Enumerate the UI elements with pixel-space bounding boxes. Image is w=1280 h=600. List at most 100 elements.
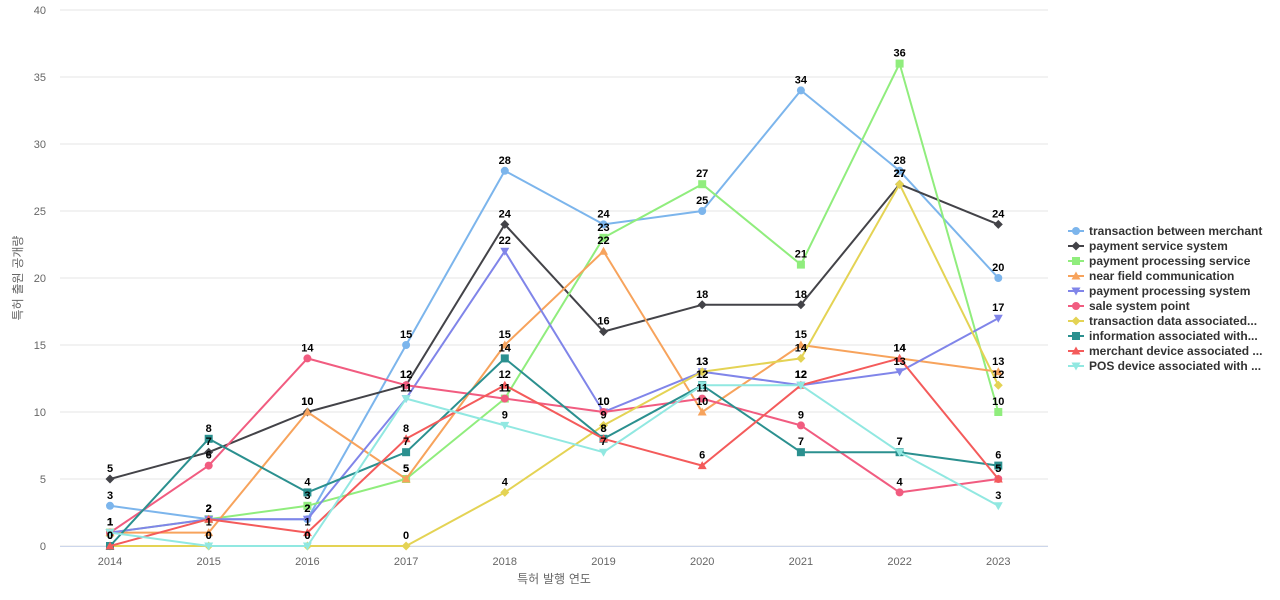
data-point	[993, 314, 1003, 323]
legend-item[interactable]: merchant device associated ...	[1068, 344, 1262, 358]
data-label: 15	[795, 329, 807, 341]
data-point	[302, 528, 312, 537]
data-label: 2	[206, 503, 212, 515]
data-label: 17	[992, 302, 1004, 314]
data-point	[993, 367, 1003, 376]
data-point	[993, 380, 1003, 390]
data-label: 14	[795, 342, 808, 354]
data-point	[302, 407, 312, 416]
data-label: 22	[597, 235, 609, 247]
series-5	[106, 354, 1003, 537]
data-label: 12	[992, 369, 1004, 381]
data-point	[895, 448, 905, 457]
data-point	[105, 474, 115, 484]
data-label: 15	[499, 329, 511, 341]
y-tick-label: 0	[40, 541, 46, 553]
data-label: 1	[107, 517, 113, 529]
data-point	[993, 502, 1003, 511]
x-tick-label: 2021	[789, 556, 813, 568]
series-line	[109, 250, 999, 534]
legend-marker	[1071, 271, 1081, 280]
x-tick-label: 2016	[295, 556, 319, 568]
series-line	[109, 62, 1000, 534]
legend-item[interactable]: transaction between merchant	[1068, 224, 1262, 238]
data-point	[204, 542, 214, 551]
data-point	[697, 407, 707, 416]
data-point	[993, 474, 1003, 483]
data-point	[204, 461, 213, 470]
data-label: 14	[301, 342, 314, 354]
y-tick-label: 25	[34, 206, 46, 218]
y-tick-label: 20	[34, 273, 46, 285]
series-line	[109, 89, 1000, 521]
data-label: 8	[206, 423, 212, 435]
data-label: 10	[597, 396, 609, 408]
legend-marker	[1071, 241, 1081, 251]
data-point	[994, 461, 1003, 470]
data-label: 13	[696, 356, 708, 368]
series-0	[106, 86, 1003, 524]
y-tick-label: 10	[34, 407, 46, 419]
data-point	[500, 380, 510, 389]
series-8	[105, 353, 1003, 550]
legend-item[interactable]: transaction data associated...	[1068, 314, 1257, 328]
data-label: 1	[107, 517, 113, 529]
legend-marker	[1072, 257, 1080, 265]
data-label: 12	[499, 369, 511, 381]
data-point	[500, 354, 509, 363]
data-label: 6	[206, 450, 212, 462]
data-label: 2	[304, 503, 310, 515]
legend-item[interactable]: sale system point	[1068, 299, 1190, 313]
data-point	[599, 448, 608, 457]
series-line	[110, 250, 999, 534]
data-label: 28	[499, 155, 511, 167]
data-label: 20	[992, 262, 1004, 274]
legend-item[interactable]: near field communication	[1068, 269, 1234, 283]
data-point	[402, 448, 411, 457]
data-label: 0	[403, 530, 409, 542]
data-label: 9	[798, 409, 804, 421]
data-label: 11	[400, 383, 412, 395]
data-label: 21	[795, 249, 807, 261]
data-point	[303, 488, 312, 497]
data-point	[698, 394, 707, 403]
data-label: 4	[304, 476, 311, 488]
data-point	[402, 341, 411, 349]
data-label: 1	[107, 517, 113, 529]
data-point	[599, 408, 608, 416]
data-point	[500, 247, 510, 256]
legend-marker	[1072, 227, 1080, 235]
data-label: 16	[597, 316, 609, 328]
data-label: 7	[897, 436, 903, 448]
data-label: 1	[107, 517, 113, 529]
data-label: 3	[995, 490, 1001, 502]
data-point	[796, 340, 806, 349]
data-label: 12	[795, 369, 807, 381]
legend-item[interactable]: payment processing service	[1068, 254, 1251, 268]
legend-item[interactable]: information associated with...	[1068, 329, 1258, 343]
data-label: 15	[400, 329, 412, 341]
data-point	[500, 487, 510, 497]
data-point	[204, 528, 214, 537]
data-label: 3	[107, 490, 113, 502]
legend-marker	[1071, 316, 1081, 326]
data-point	[401, 395, 411, 404]
data-point	[796, 448, 805, 457]
legend-item[interactable]: POS device associated with ...	[1068, 359, 1261, 373]
data-point	[697, 367, 707, 377]
y-tick-label: 30	[34, 139, 46, 151]
data-point	[796, 300, 806, 310]
data-label: 25	[696, 195, 708, 207]
data-label: 7	[403, 436, 409, 448]
data-point	[204, 434, 213, 443]
y-tick-label: 35	[34, 72, 46, 84]
data-label: 1	[206, 517, 212, 529]
legend-item[interactable]: payment processing system	[1068, 284, 1250, 298]
data-point	[895, 179, 905, 189]
legend-label: payment processing system	[1089, 284, 1250, 298]
x-tick-label: 2015	[196, 556, 220, 568]
legend-item[interactable]: payment service system	[1068, 239, 1228, 253]
y-tick-label: 15	[34, 340, 46, 352]
series-line	[109, 357, 1000, 547]
